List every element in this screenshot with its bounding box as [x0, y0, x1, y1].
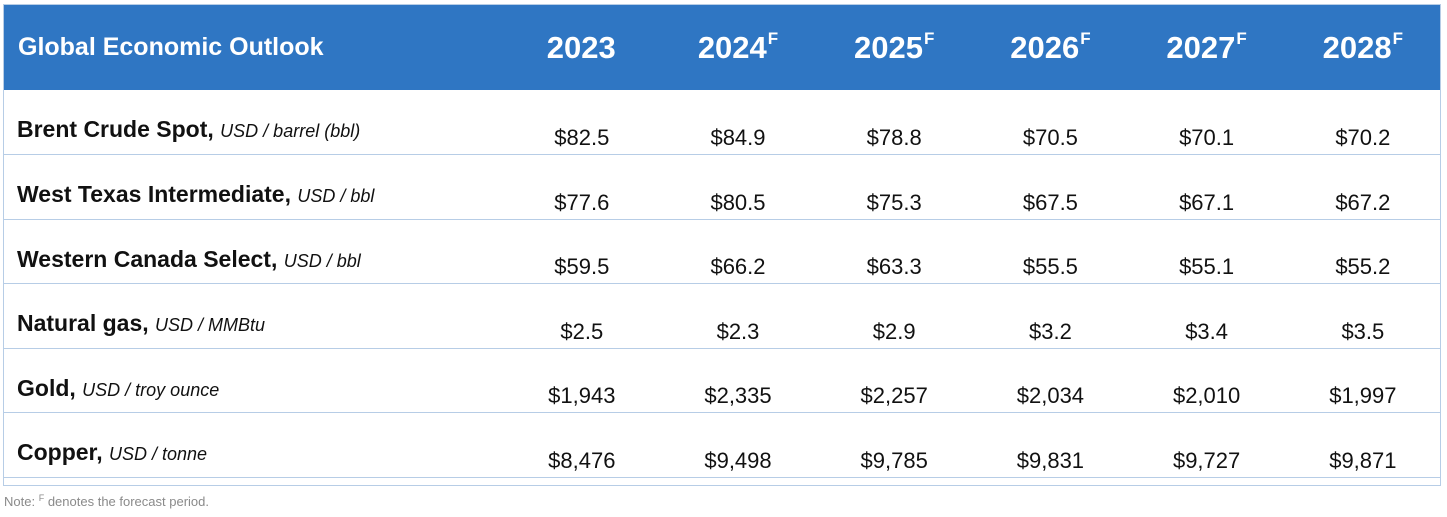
- unit-label: USD / MMBtu: [155, 315, 266, 335]
- value-cell: $67.5: [1022, 189, 1078, 215]
- value-cell: $55.2: [1335, 254, 1391, 279]
- value-cell: $70.2: [1335, 125, 1391, 150]
- table-row: Copper, USD / tonne $8,476 $9,498 $9,785…: [3, 413, 1441, 478]
- value-cell: $3.2: [1028, 318, 1072, 344]
- value-cell: $3.5: [1341, 318, 1385, 344]
- year-label: 2026: [1010, 29, 1080, 65]
- value-cell: $75.3: [866, 189, 922, 215]
- table-row: Western Canada Select, USD / bbl $59.5 $…: [3, 219, 1441, 284]
- row-label: Natural gas, USD / MMBtu: [3, 284, 504, 349]
- value-cell: $82.5: [554, 125, 610, 150]
- year-label: 2024: [697, 29, 767, 65]
- unit-label: USD / bbl: [297, 186, 375, 206]
- value-cell: $9,871: [1329, 447, 1397, 473]
- outlook-table: Global Economic Outlook 2023 2024F 2025F…: [3, 4, 1441, 478]
- forecast-mark: F: [1236, 28, 1247, 48]
- value-cell: $2,335: [704, 383, 772, 408]
- value-cell: $77.6: [554, 189, 610, 215]
- unit-label: USD / tonne: [109, 444, 208, 464]
- value-cell: $2.3: [716, 318, 760, 344]
- outlook-table-container: Global Economic Outlook 2023 2024F 2025F…: [3, 4, 1441, 478]
- value-cell: $2.5: [560, 318, 604, 344]
- value-cell: $59.5: [554, 254, 610, 279]
- forecast-mark: F: [923, 28, 935, 48]
- year-header: 2023: [504, 4, 660, 90]
- unit-label: USD / barrel (bbl): [220, 121, 361, 141]
- forecast-mark: F: [1080, 28, 1091, 48]
- value-cell: $78.8: [866, 125, 922, 150]
- year-header: 2028F: [1285, 4, 1441, 90]
- year-label: 2028: [1322, 29, 1392, 65]
- table-row: Natural gas, USD / MMBtu $2.5 $2.3 $2.9 …: [3, 284, 1441, 349]
- value-cell: $9,498: [704, 447, 772, 473]
- value-cell: $8,476: [548, 447, 616, 473]
- value-cell: $66.2: [710, 254, 766, 279]
- value-cell: $9,727: [1172, 447, 1241, 473]
- row-label: Copper, USD / tonne: [3, 413, 504, 478]
- forecast-mark: F: [38, 493, 45, 503]
- value-cell: $67.2: [1335, 189, 1391, 215]
- value-cell: $55.5: [1022, 254, 1078, 279]
- value-cell: $1,997: [1329, 383, 1397, 408]
- note-text: denotes the forecast period.: [47, 494, 209, 509]
- note-prefix: Note:: [4, 494, 36, 509]
- commodity-name: Natural gas,: [17, 310, 149, 336]
- year-header: 2027F: [1129, 4, 1285, 90]
- table-row: Brent Crude Spot, USD / barrel (bbl) $82…: [3, 90, 1441, 155]
- commodity-name: Western Canada Select,: [17, 245, 278, 272]
- forecast-mark: F: [767, 28, 779, 48]
- year-header: 2025F: [816, 4, 972, 90]
- value-cell: $9,831: [1016, 447, 1085, 473]
- table-row: Gold, USD / troy ounce $1,943 $2,335 $2,…: [3, 348, 1441, 413]
- commodity-name: West Texas Intermediate,: [17, 181, 291, 207]
- row-label: Gold, USD / troy ounce: [3, 348, 504, 413]
- value-cell: $2,010: [1172, 383, 1241, 408]
- commodity-name: Copper,: [17, 439, 103, 465]
- year-label: 2025: [854, 29, 923, 65]
- year-header: 2024F: [660, 4, 816, 90]
- value-cell: $70.5: [1022, 125, 1078, 150]
- year-label: 2027: [1166, 29, 1236, 65]
- table-row: West Texas Intermediate, USD / bbl $77.6…: [3, 155, 1441, 220]
- value-cell: $2,257: [860, 383, 928, 408]
- table-header-row: Global Economic Outlook 2023 2024F 2025F…: [3, 4, 1441, 90]
- value-cell: $80.5: [710, 189, 766, 215]
- value-cell: $63.3: [866, 254, 922, 279]
- value-cell: $70.1: [1179, 125, 1235, 150]
- year-label: 2023: [546, 29, 616, 65]
- row-label: Western Canada Select, USD / bbl: [3, 219, 504, 284]
- value-cell: $67.1: [1179, 189, 1235, 215]
- row-label: Brent Crude Spot, USD / barrel (bbl): [3, 90, 504, 155]
- unit-label: USD / bbl: [283, 250, 361, 271]
- table-title: Global Economic Outlook: [18, 32, 324, 61]
- unit-label: USD / troy ounce: [82, 379, 220, 400]
- value-cell: $3.4: [1185, 318, 1229, 344]
- value-cell: $1,943: [548, 383, 616, 408]
- commodity-name: Gold,: [17, 374, 76, 401]
- forecast-mark: F: [1392, 28, 1404, 48]
- value-cell: $9,785: [860, 447, 928, 473]
- footnote: Note: F denotes the forecast period.: [4, 493, 209, 509]
- value-cell: $2,034: [1016, 383, 1085, 408]
- commodity-name: Brent Crude Spot,: [17, 116, 214, 142]
- value-cell: $55.1: [1179, 254, 1235, 279]
- year-header: 2026F: [972, 4, 1128, 90]
- value-cell: $2.9: [872, 318, 916, 344]
- row-label: West Texas Intermediate, USD / bbl: [3, 155, 504, 220]
- value-cell: $84.9: [710, 125, 766, 150]
